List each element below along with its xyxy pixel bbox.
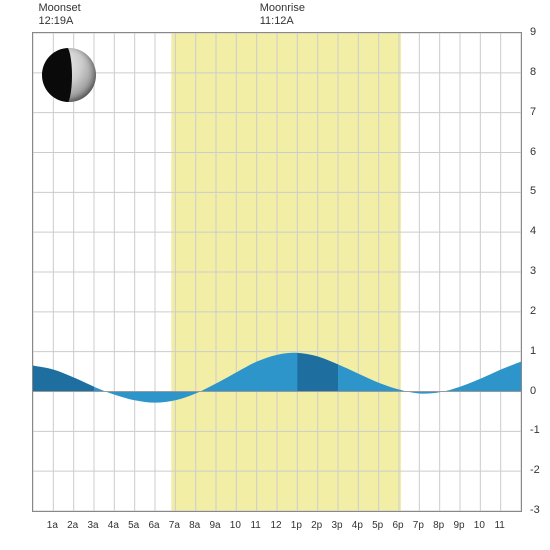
- x-tick: 2a: [67, 520, 78, 531]
- y-tick: -1: [530, 424, 540, 436]
- y-tick: 5: [530, 185, 536, 197]
- y-tick: 4: [530, 225, 536, 237]
- x-tick: 2p: [311, 520, 322, 531]
- y-tick: -2: [530, 464, 540, 476]
- x-tick: 7p: [413, 520, 424, 531]
- tide-area-dark: [33, 366, 94, 392]
- x-tick: 11: [494, 520, 504, 531]
- y-tick: 6: [530, 146, 536, 158]
- x-tick: 4a: [108, 520, 119, 531]
- x-tick: 6a: [148, 520, 159, 531]
- moonset-time: 12:19A: [39, 15, 81, 28]
- y-tick: 9: [530, 26, 536, 38]
- x-tick: 3a: [87, 520, 98, 531]
- moonset-title: Moonset: [39, 2, 81, 15]
- moonset-label: Moonset12:19A: [39, 2, 81, 28]
- y-tick: 7: [530, 106, 536, 118]
- x-tick: 1a: [47, 520, 58, 531]
- y-axis: -3-2-10123456789: [526, 32, 546, 512]
- x-tick: 11: [250, 520, 260, 531]
- y-tick: -3: [530, 504, 540, 516]
- y-tick: 1: [530, 345, 536, 357]
- moonrise-title: Moonrise: [260, 2, 305, 15]
- x-tick: 7a: [169, 520, 180, 531]
- moonrise-label: Moonrise11:12A: [260, 2, 305, 28]
- x-tick: 4p: [352, 520, 363, 531]
- y-tick: 2: [530, 305, 536, 317]
- x-tick: 3p: [331, 520, 342, 531]
- y-tick: 8: [530, 66, 536, 78]
- y-tick: 3: [530, 265, 536, 277]
- tide-chart: [32, 32, 522, 512]
- x-tick: 5a: [128, 520, 139, 531]
- x-tick: 10: [474, 520, 485, 531]
- x-tick: 6p: [392, 520, 403, 531]
- x-tick: 1p: [291, 520, 302, 531]
- y-tick: 0: [530, 385, 536, 397]
- x-tick: 9p: [453, 520, 464, 531]
- x-tick: 8p: [433, 520, 444, 531]
- moon-phase-icon: [42, 48, 96, 102]
- x-tick: 9a: [209, 520, 220, 531]
- x-tick: 8a: [189, 520, 200, 531]
- moonrise-time: 11:12A: [260, 15, 305, 28]
- x-tick: 12: [270, 520, 281, 531]
- x-tick: 10: [230, 520, 241, 531]
- x-axis: 1a 2a 3a 4a 5a 6a 7a 8a 9a 10 11 12 1p 2p 3p 4p 5p 6p 7p 8p…: [32, 520, 522, 536]
- x-tick: 5p: [372, 520, 383, 531]
